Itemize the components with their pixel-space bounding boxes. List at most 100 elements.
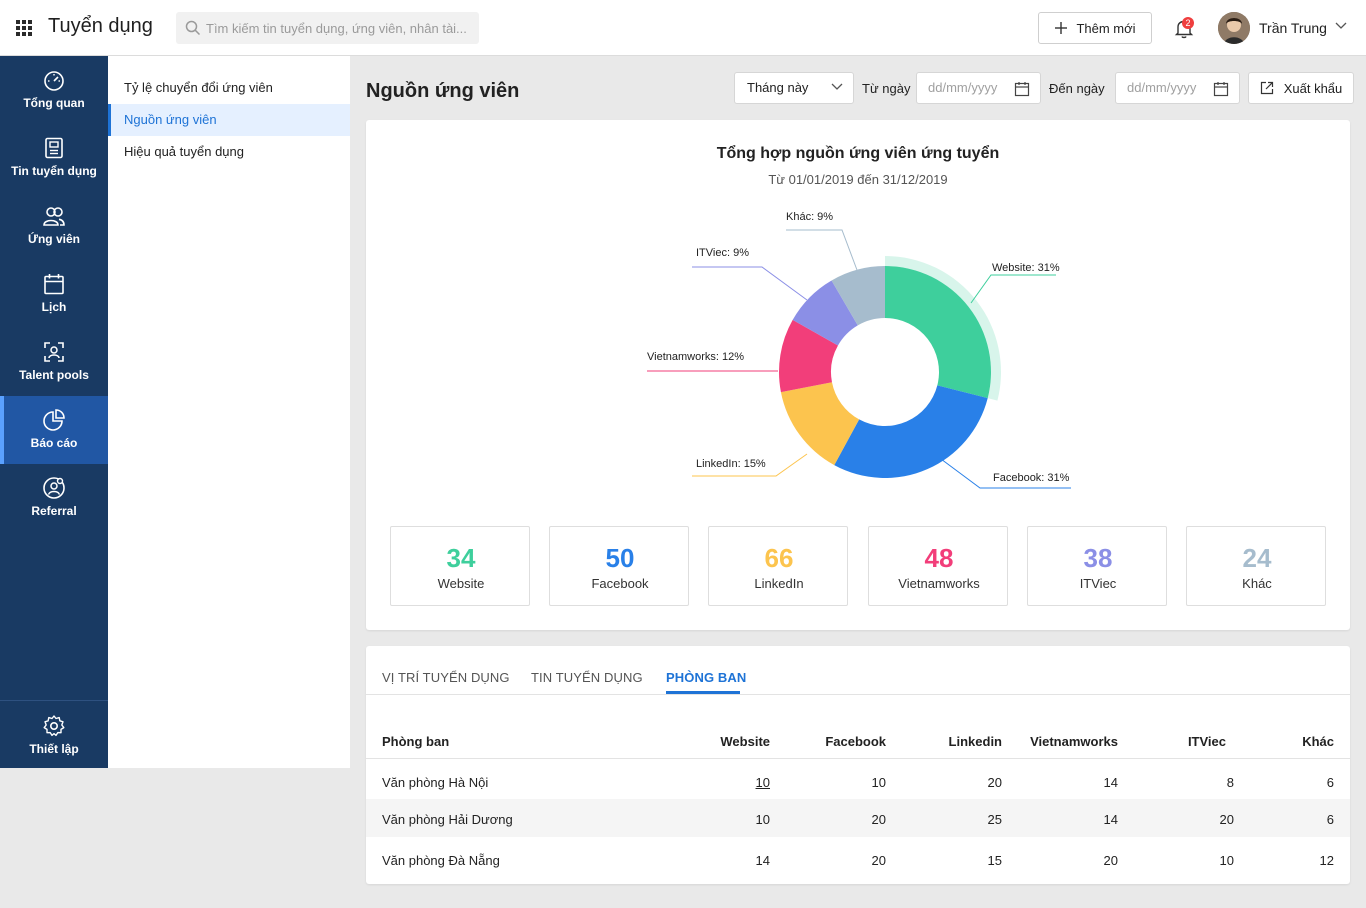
gear-icon: [43, 715, 65, 737]
cell-linkedin: 25: [987, 812, 1002, 827]
leader-line-website: [970, 274, 1056, 304]
tab-positions[interactable]: VỊ TRÍ TUYỂN DỤNG: [382, 670, 510, 685]
search-box[interactable]: [176, 12, 479, 44]
sidebar-item-candidates[interactable]: Ứng viên: [0, 192, 108, 260]
user-name[interactable]: Trần Trung: [1259, 20, 1327, 36]
sidebar-item-referral[interactable]: Referral: [0, 464, 108, 532]
cell-vietnamworks: 14: [1103, 775, 1118, 790]
apps-grid-icon[interactable]: [16, 20, 32, 36]
candidates-icon: [43, 207, 65, 226]
notification-badge: 2: [1182, 17, 1194, 29]
table-header-divider: [366, 758, 1350, 759]
department-table-card: VỊ TRÍ TUYỂN DỤNG TIN TUYỂN DỤNG PHÒNG B…: [366, 646, 1350, 884]
avatar[interactable]: [1218, 12, 1250, 44]
slice-label-facebook: Facebook: 31%: [993, 472, 1070, 484]
slice-kh-c[interactable]: [831, 266, 885, 326]
cell-vietnamworks: 14: [1103, 812, 1118, 827]
stat-value: 50: [605, 543, 635, 573]
leader-line-facebook: [940, 458, 1071, 489]
calendar-icon: [1213, 82, 1229, 97]
slice-facebook[interactable]: [834, 385, 988, 478]
subnav-item-conversion-rate[interactable]: Tỷ lệ chuyển đổi ứng viên: [124, 80, 273, 95]
tab-job-posts[interactable]: TIN TUYỂN DỤNG: [531, 670, 643, 685]
stat-label: ITViec: [1079, 576, 1117, 591]
column-header-linkedin: Linkedin: [948, 734, 1002, 749]
add-new-button[interactable]: Thêm mới: [1038, 12, 1152, 44]
period-select-value: Tháng này: [747, 80, 809, 95]
stat-card-website: 34 Website: [390, 526, 530, 606]
cell-website: 14: [755, 853, 770, 868]
stat-value: 34: [446, 543, 476, 573]
cell-website-link[interactable]: 10: [755, 775, 770, 790]
dashboard-icon: [44, 71, 64, 91]
cell-linkedin: 20: [987, 775, 1002, 790]
stat-label: Facebook: [591, 576, 649, 591]
search-icon: [185, 20, 201, 36]
chevron-down-icon: [831, 83, 843, 90]
chevron-down-icon[interactable]: [1335, 22, 1347, 30]
stat-card-vietnamworks: 48 Vietnamworks: [868, 526, 1008, 606]
column-header-website: Website: [720, 734, 770, 749]
cell-vietnamworks: 20: [1103, 853, 1118, 868]
stat-value: 48: [924, 543, 954, 573]
cell-other: 12: [1319, 853, 1334, 868]
cell-website: 10: [755, 812, 770, 827]
stat-value: 38: [1083, 543, 1113, 573]
export-icon: [1260, 81, 1273, 95]
tab-departments[interactable]: PHÒNG BAN: [666, 670, 747, 685]
slice-linkedin[interactable]: [780, 382, 860, 466]
table-row: Văn phòng Hải Dương 10 20 25 14 20 6: [366, 799, 1350, 837]
table-row: Văn phòng Hà Nội 10 10 20 14 8 6: [366, 762, 1350, 799]
column-header-itviec: ITViec: [1187, 734, 1226, 749]
cell-facebook: 20: [871, 853, 886, 868]
column-header-department: Phòng ban: [382, 734, 450, 749]
to-date-placeholder: dd/mm/yyyy: [1127, 80, 1197, 95]
sidebar-item-overview[interactable]: Tổng quan: [0, 56, 108, 124]
sidebar-label: Tin tuyển dụng: [11, 164, 97, 178]
cell-facebook: 20: [871, 812, 886, 827]
column-header-facebook: Facebook: [825, 734, 886, 749]
leader-line-linkedin: [692, 453, 808, 477]
stat-value: 24: [1242, 543, 1272, 573]
export-button[interactable]: Xuất khẩu: [1248, 72, 1354, 104]
to-date-label: Đến ngày: [1049, 81, 1105, 96]
sidebar-label: Thiết lập: [29, 742, 79, 756]
slice-website[interactable]: [885, 266, 991, 399]
sidebar-item-reports[interactable]: Báo cáo: [0, 396, 108, 464]
sidebar-item-settings[interactable]: Thiết lập: [0, 700, 108, 768]
to-date-field[interactable]: dd/mm/yyyy: [1115, 72, 1240, 104]
sidebar-item-job-posts[interactable]: Tin tuyển dụng: [0, 124, 108, 192]
cell-itviec: 8: [1226, 775, 1234, 790]
chart-subtitle: Từ 01/01/2019 đến 31/12/2019: [768, 172, 948, 187]
export-label: Xuất khẩu: [1283, 80, 1343, 96]
main-sidebar: Tổng quan Tin tuyển dụng Ứng viên Lịch T…: [0, 56, 108, 768]
slice-label-itviec: ITViec: 9%: [696, 247, 749, 259]
from-date-field[interactable]: dd/mm/yyyy: [916, 72, 1041, 104]
cell-other: 6: [1326, 775, 1334, 790]
stat-card-itviec: 38 ITViec: [1027, 526, 1167, 606]
cell-facebook: 10: [871, 775, 886, 790]
stat-card-other: 24 Khác: [1186, 526, 1326, 606]
column-header-vietnamworks: Vietnamworks: [1030, 734, 1118, 749]
notification-button[interactable]: 2: [1172, 16, 1196, 40]
app-title: Tuyển dụng: [48, 15, 153, 37]
slice-label-kh-c: Khác: 9%: [786, 211, 833, 223]
stat-label: LinkedIn: [754, 576, 804, 591]
talent-pool-icon: [44, 342, 64, 362]
sidebar-item-talent-pools[interactable]: Talent pools: [0, 328, 108, 396]
search-input[interactable]: [206, 12, 474, 44]
subnav-item-recruitment-efficiency[interactable]: Hiệu quả tuyển dụng: [124, 144, 244, 159]
add-new-label: Thêm mới: [1076, 20, 1136, 36]
slice-label-vietnamworks: Vietnamworks: 12%: [647, 351, 744, 363]
period-select[interactable]: Tháng này: [734, 72, 854, 104]
from-date-placeholder: dd/mm/yyyy: [928, 80, 998, 95]
slice-vietnamworks[interactable]: [779, 319, 838, 393]
stat-label: Vietnamworks: [898, 576, 980, 591]
subnav-item-candidate-source[interactable]: Nguồn ứng viên: [108, 104, 350, 136]
calendar-icon: [44, 274, 64, 295]
table-row: Văn phòng Đà Nẵng 14 20 15 20 10 12: [366, 840, 1350, 877]
chart-title: Tổng hợp nguồn ứng viên ứng tuyển: [716, 145, 1000, 162]
slice-itviec[interactable]: [792, 280, 858, 346]
sidebar-item-calendar[interactable]: Lịch: [0, 260, 108, 328]
leader-line-itviec: [692, 266, 808, 301]
